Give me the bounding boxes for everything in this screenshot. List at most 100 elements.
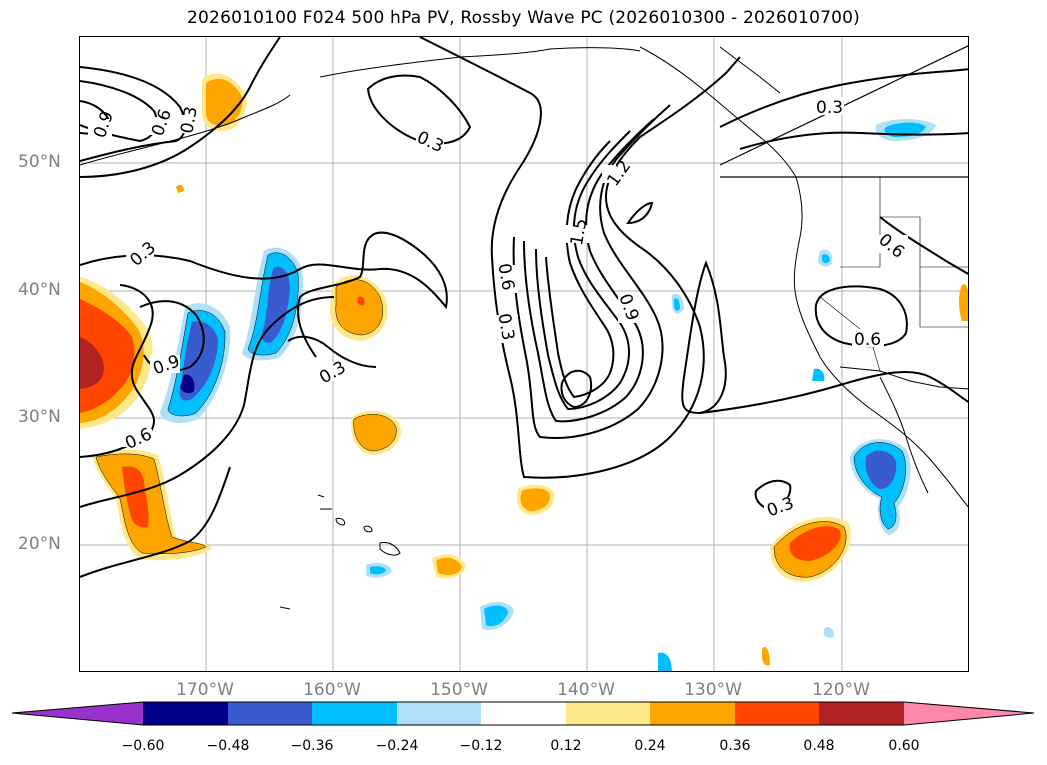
colorbar-bin-5	[566, 702, 650, 725]
contour-label-bg-k	[496, 265, 518, 293]
negative-anomaly-133w-skyblue	[674, 298, 680, 311]
colorbar-tick-9: 0.60	[888, 738, 920, 754]
colorbar-bin-7	[735, 702, 819, 725]
negative-anomaly-146w-skyblue	[484, 605, 508, 627]
outline-171w	[167, 310, 226, 417]
positive-anomaly-west-darkred	[80, 337, 104, 389]
contour-0-3-california	[699, 371, 968, 414]
alaska-panhandle-coast	[639, 46, 797, 178]
positive-anomaly-157w-orange	[353, 414, 397, 451]
state-borders-a	[879, 177, 968, 268]
contour-label-bg-m	[618, 295, 640, 323]
positive-anomaly-143w-orange	[520, 488, 550, 511]
contour-0-3-east-trough	[681, 260, 727, 415]
contour-0-3-trough-outer	[419, 37, 741, 479]
colorbar	[11, 701, 1035, 726]
map-title: 2026010100 F024 500 hPa PV, Rossby Wave …	[187, 8, 860, 28]
islands	[279, 494, 401, 610]
negative-anomaly-hawaii-skyblue	[370, 566, 386, 575]
negative-anomaly-nevada-skyblue	[822, 254, 830, 264]
lon-label-160w: 160°W	[303, 680, 361, 700]
hawaii-maui	[363, 525, 373, 533]
contour-1-2-trough	[535, 130, 631, 411]
contour-0-3-subtropical	[80, 231, 448, 358]
colorbar-tick-6: 0.24	[634, 738, 666, 754]
colorbar-tick-7: 0.36	[719, 738, 751, 754]
lat-label-20n: 20°N	[18, 534, 61, 554]
positive-anomaly-east-edge-orange	[959, 284, 968, 321]
colorbar-bin-2	[312, 702, 397, 725]
colorbar-bin-1	[228, 702, 312, 725]
outline-east-blue	[853, 442, 906, 530]
colorbar-bin-3	[397, 702, 481, 725]
colorbar-tick-1: −0.48	[206, 738, 250, 754]
contour-label-0-6-d: 0.6	[874, 230, 908, 263]
lon-label-170w: 170°W	[176, 680, 234, 700]
contour-label-0-6-e: 0.6	[854, 330, 881, 350]
contour-label-0-6-b: 0.6	[122, 424, 155, 454]
contour-0-6-canada	[739, 131, 968, 150]
colorbar-tick-8: 0.48	[803, 738, 835, 754]
hawaii-oahu	[335, 518, 345, 526]
outline-158w	[335, 279, 384, 336]
contour-label-0-6-c: 0.6	[493, 262, 517, 292]
contour-label-bg-n	[814, 97, 844, 115]
contour-0-3-central	[287, 335, 377, 368]
contour-0-3-southwest	[80, 466, 231, 578]
contour-0-3-bering-sea	[366, 74, 472, 145]
lon-label-140w: 140°W	[557, 680, 615, 700]
alaska-inlet	[719, 46, 781, 94]
negative-anomaly-tiny-lightblue	[823, 626, 835, 638]
positive-anomaly-tiny-orange	[762, 646, 770, 666]
colorbar-tick-5: 0.12	[550, 738, 582, 754]
contour-0-6-interior	[879, 216, 968, 275]
colorbar-tick-3: −0.24	[375, 738, 419, 754]
baja-california-coast	[879, 376, 929, 494]
contour-label-bg-i	[602, 165, 632, 183]
positive-anomaly-east-red	[789, 526, 841, 561]
colorbar-extend-low	[12, 702, 143, 725]
lon-label-120w: 120°W	[812, 680, 870, 700]
contour-1-5-trough	[545, 140, 615, 399]
us-mexico-border	[839, 366, 968, 390]
aleutian-coast-west	[80, 94, 291, 166]
map-svg: 0.9 0.6 0.3 0.3 0.3 0.9 0.6 0.3 1.2 1.5 …	[80, 37, 968, 671]
negative-anomaly-south-skyblue	[658, 652, 672, 671]
contour-label-bg-d	[416, 131, 444, 149]
positive-anomaly-158w-orange	[335, 279, 383, 335]
outline-sw	[95, 453, 207, 554]
contour-label-bg-g	[122, 429, 152, 447]
positive-anomaly-158w-red	[357, 296, 365, 306]
lat-label-40n: 40°N	[18, 280, 61, 300]
colorbar-extend-high	[904, 702, 1034, 725]
nihoa-islet	[317, 494, 325, 498]
alaska-south-coast	[319, 47, 641, 78]
colorbar-tick-4: −0.12	[459, 738, 503, 754]
west-coast-north-america	[793, 176, 968, 508]
contour-label-0-6-a: 0.6	[148, 107, 176, 139]
colorbar-outline	[11, 701, 1035, 726]
hawaii-big-island	[379, 542, 401, 556]
contour-label-bg-a	[88, 119, 112, 137]
contour-label-bg-e	[126, 245, 154, 263]
state-borders-b	[919, 267, 968, 328]
positive-anomaly-sw-red	[122, 466, 149, 528]
colorbar-bin-4	[481, 702, 566, 725]
lat-label-30n: 30°N	[18, 407, 61, 427]
colorbar-tick-2: −0.36	[290, 738, 334, 754]
contour-label-0-3-a: 0.3	[177, 105, 201, 135]
contour-label-bg-p	[852, 329, 884, 347]
canada-boundary-line	[719, 45, 968, 166]
anomaly-outlines	[95, 252, 906, 578]
contour-0-3-canada	[719, 68, 968, 128]
contour-label-bg-f	[150, 355, 180, 373]
lon-label-150w: 150°W	[430, 680, 488, 700]
contour-1-8-low-center	[560, 369, 592, 409]
negative-anomaly-165w-royalblue	[262, 266, 290, 343]
contour-label-bg-h	[316, 363, 346, 381]
contour-label-bg-b	[146, 117, 170, 135]
positive-anomaly-sw-orange	[96, 453, 206, 554]
coastlines	[80, 45, 968, 508]
negative-anomaly-171w-navy	[180, 374, 195, 394]
negative-anomaly-east-royalblue	[865, 450, 897, 489]
